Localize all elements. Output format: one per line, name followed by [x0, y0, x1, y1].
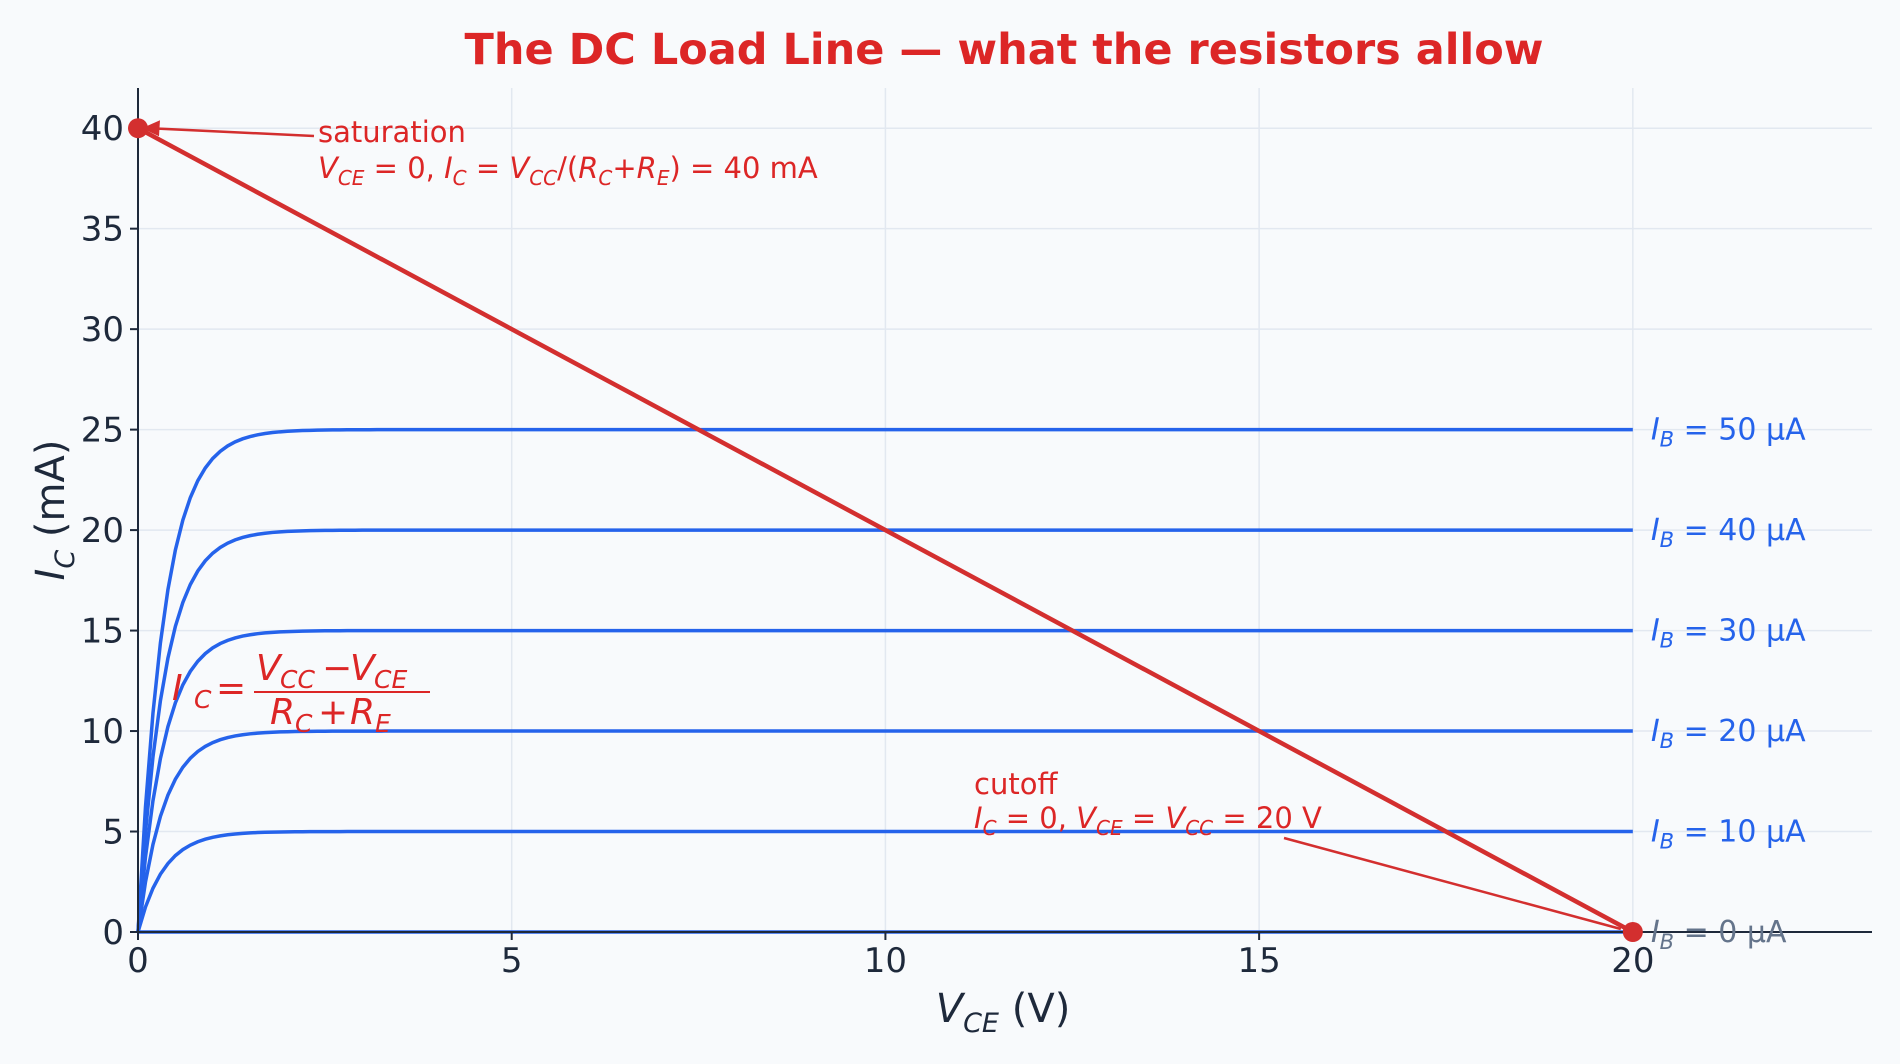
- svg-text:−: −: [322, 648, 352, 689]
- svg-text:R: R: [270, 692, 295, 733]
- y-tick-label: 25: [81, 411, 124, 451]
- svg-text:V: V: [350, 648, 377, 689]
- ib-curve-label-40: IB = 40 µA: [1651, 513, 1806, 552]
- load-line: [136, 126, 1634, 934]
- y-tick-label: 15: [81, 612, 124, 652]
- y-tick-label: 20: [81, 511, 124, 551]
- saturation-arrow: [149, 126, 315, 138]
- y-tick-label: 0: [102, 913, 124, 953]
- svg-text:C: C: [194, 685, 212, 714]
- svg-text:=: =: [216, 668, 246, 709]
- y-tick-label: 30: [81, 310, 124, 350]
- annotations: saturation VCE = 0, IC = VCC/(RC+RE) = 4…: [172, 115, 1322, 840]
- svg-text:E: E: [375, 709, 391, 738]
- y-tick-label: 35: [81, 210, 124, 250]
- cutoff-detail: IC = 0, VCE = VCC = 20 V: [974, 801, 1322, 840]
- y-tick-label: 40: [81, 109, 124, 149]
- svg-text:I: I: [172, 668, 183, 709]
- ib-curve-30: [136, 628, 1633, 933]
- svg-text:V: V: [256, 648, 283, 689]
- x-tick-label: 5: [501, 941, 523, 981]
- chart-title: The DC Load Line — what the resistors al…: [465, 25, 1544, 75]
- cutoff-point: [1622, 922, 1643, 942]
- svg-text:C: C: [295, 709, 313, 738]
- ib-curve-label-0: IB = 0 µA: [1651, 915, 1787, 954]
- y-axis-label: IC (mA): [28, 440, 81, 581]
- saturation-label: saturation: [318, 115, 466, 149]
- svg-text:R: R: [350, 692, 375, 733]
- curve-labels: IB = 0 µA IB = 10 µA IB = 20 µA IB = 30 µA I…: [1651, 413, 1806, 954]
- x-tick-label: 10: [864, 941, 907, 981]
- ib-curve-label-50: IB = 50 µA: [1651, 413, 1806, 452]
- ib-curve-label-20: IB = 20 µA: [1651, 714, 1806, 753]
- ib-curve-label-10: IB = 10 µA: [1651, 815, 1806, 854]
- ib-curve-20: [136, 729, 1633, 933]
- x-tick-label: 0: [127, 941, 149, 981]
- ib-curve-10: [136, 829, 1633, 933]
- cutoff-label: cutoff: [974, 767, 1058, 801]
- saturation-point: [128, 118, 148, 139]
- x-axis-label: VCE (V): [936, 986, 1071, 1039]
- svg-text:CE: CE: [374, 665, 407, 694]
- ib-curve-50: [136, 427, 1633, 933]
- load-line-formula: I C = V CC − V CE R C + R E: [172, 648, 430, 738]
- x-tick-label: 20: [1611, 941, 1654, 981]
- cutoff-arrow: [1283, 836, 1622, 931]
- svg-text:+: +: [318, 692, 348, 733]
- saturation-arrowhead: [142, 120, 160, 137]
- y-tick-label: 5: [102, 813, 124, 853]
- ib-curve-label-30: IB = 30 µA: [1651, 614, 1806, 653]
- svg-text:CC: CC: [280, 665, 315, 694]
- saturation-detail: VCE = 0, IC = VCC/(RC+RE) = 40 mA: [318, 151, 818, 190]
- x-tick-label: 15: [1237, 941, 1280, 981]
- y-tick-label: 10: [81, 712, 124, 752]
- load-line-group: [128, 118, 1643, 942]
- tick-labels: 0 5 10 15 20 0 5 10 15 20 25 30 35 40: [81, 109, 1655, 981]
